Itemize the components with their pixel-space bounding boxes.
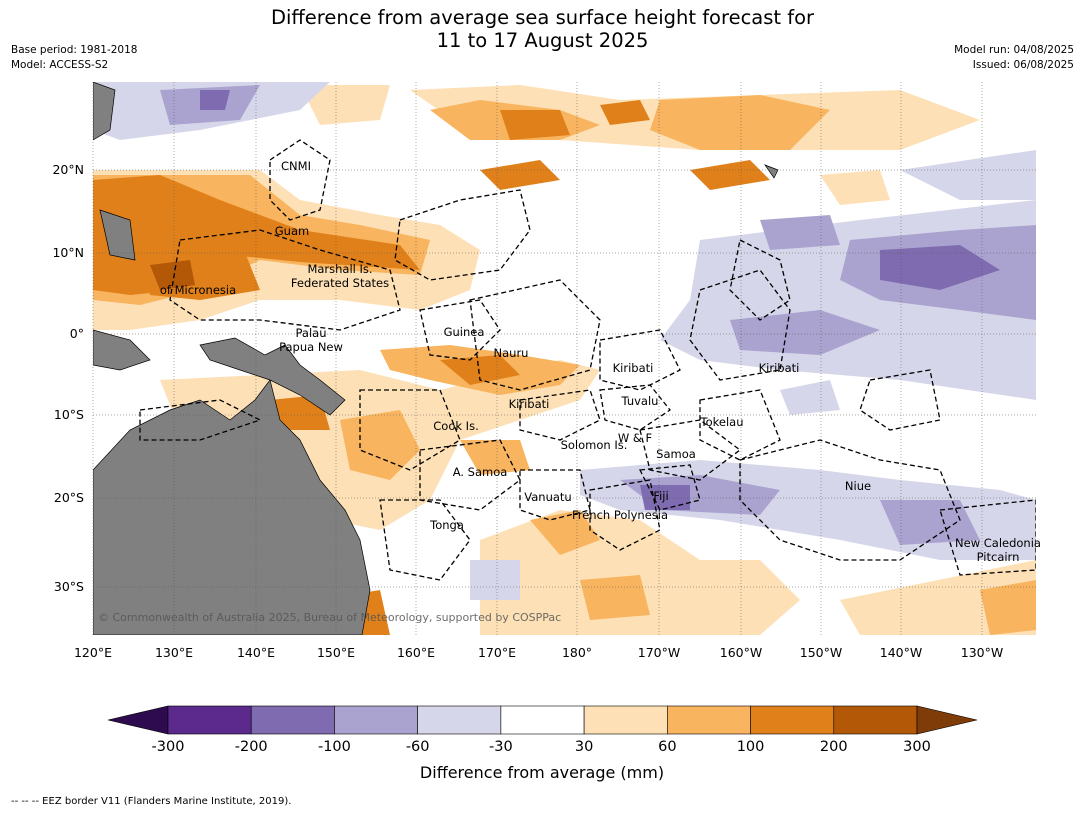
axis-labels: 120°E 130°E 140°E 150°E 160°E 170°E 180° 170°W 1… (52, 162, 1003, 660)
philippines-landmass (99, 209, 136, 261)
lon-tick-label: 150°E (317, 645, 355, 660)
colorbar-segment (500, 705, 585, 735)
lat-tick-label: 10°S (54, 407, 84, 422)
place-label: Kiribati (509, 397, 550, 411)
place-label: Papua New (279, 340, 343, 354)
base-period: Base period: 1981-2018 (11, 44, 138, 56)
title-line-2: 11 to 17 August 2025 (436, 29, 649, 52)
place-label: Tonga (429, 518, 464, 532)
place-label: Guinea (444, 325, 485, 339)
anomaly-minus100-200 (200, 90, 1000, 510)
new-guinea-landmass (199, 337, 346, 416)
lon-tick-label: 160°W (720, 645, 762, 660)
place-label: of Micronesia (160, 283, 236, 297)
colorbar-tick-label: 30 (575, 739, 593, 755)
lon-tick-label: 170°W (638, 645, 680, 660)
hawaii-landmass (764, 164, 779, 179)
place-label: Pitcairn (977, 550, 1020, 564)
lon-tick-label: 160°E (397, 645, 435, 660)
place-label: New Caledonia (955, 536, 1041, 550)
issued-date: Issued: 06/08/2025 (972, 59, 1074, 71)
model-name: Model: ACCESS-S2 (11, 59, 109, 71)
lon-tick-label: 120°E (74, 645, 112, 660)
lon-tick-label: 170°E (478, 645, 516, 660)
lat-tick-label: 10°N (52, 245, 84, 260)
place-label: Federated States (291, 276, 389, 290)
map-title: Difference from average sea surface heig… (0, 6, 1085, 52)
lat-tick-label: 0° (70, 326, 84, 341)
eez-borders (139, 139, 1036, 581)
colorbar-tick-label: 60 (658, 739, 676, 755)
model-run: Model run: 04/08/2025 (954, 44, 1074, 56)
run-info: Model run: 04/08/2025 Issued: 06/08/2025 (954, 43, 1074, 73)
place-label: Marshall Is. (307, 262, 372, 276)
place-label: Samoa (656, 447, 696, 461)
maritime-se-asia-landmass (93, 329, 151, 371)
colorbar-extend-high (916, 705, 978, 735)
place-labels: CNMI Guam Marshall Is.Federated States of M… (160, 159, 1041, 564)
graticule (92, 82, 1036, 635)
eez-source-note: -- -- -- EEZ border V11 (Flanders Marine… (11, 796, 292, 807)
colorbar-tick-label: -60 (406, 739, 430, 755)
place-label: French Polynesia (572, 508, 668, 522)
place-label: Guam (275, 224, 309, 238)
place-label: Solomon Is. (561, 438, 628, 452)
lat-tick-label: 30°S (54, 579, 84, 594)
place-label: W & F (618, 431, 652, 445)
copyright-notice: © Commonwealth of Australia 2025, Bureau… (98, 611, 561, 624)
colorbar-tick-label: 200 (820, 739, 848, 755)
colorbar-segment (167, 705, 252, 735)
lat-tick-label: 20°S (54, 490, 84, 505)
colorbar: -300 -200 -100 -60 -30 30 60 100 200 300 (107, 705, 978, 755)
colorbar-segment (417, 705, 502, 735)
colorbar-segment (667, 705, 751, 735)
colorbar-segment (833, 705, 918, 735)
title-line-1: Difference from average sea surface heig… (270, 6, 815, 29)
colorbar-tick-label: -100 (318, 739, 351, 755)
colorbar-extend-low (107, 705, 169, 735)
base-info: Base period: 1981-2018 Model: ACCESS-S2 (11, 43, 137, 73)
anomaly-200-300 (150, 260, 195, 290)
lon-tick-label: 140°W (880, 645, 922, 660)
colorbar-tick-label: -200 (235, 739, 268, 755)
place-label: Nauru (494, 346, 529, 360)
lon-tick-label: 130°W (961, 645, 1003, 660)
place-label: Kiribati (613, 361, 654, 375)
place-label: Kiribati (759, 361, 800, 375)
place-label: Cook Is. (433, 419, 478, 433)
colorbar-segment (334, 705, 418, 735)
colorbar-tick-label: -30 (489, 739, 513, 755)
colorbar-tick-label: 300 (903, 739, 931, 755)
place-label: A. Samoa (453, 465, 508, 479)
place-label: Tuvalu (621, 394, 659, 408)
colorbar-segment (750, 705, 835, 735)
lon-tick-label: 150°W (800, 645, 842, 660)
colorbar-label: Difference from average (mm) (420, 763, 664, 782)
place-label: Niue (845, 479, 871, 493)
lon-tick-label: 130°E (155, 645, 193, 660)
colorbar-segment (583, 705, 668, 735)
colorbar-tick-label: 100 (737, 739, 765, 755)
anomaly-field (93, 82, 1036, 635)
colorbar-tick-label: -300 (152, 739, 185, 755)
land-masses (93, 82, 779, 635)
place-label: CNMI (281, 159, 311, 173)
australia-landmass (93, 379, 371, 635)
place-label: Vanuatu (524, 490, 571, 504)
lat-tick-label: 20°N (52, 162, 84, 177)
east-asia-landmass (93, 82, 116, 141)
place-label: Palau (296, 326, 327, 340)
lon-tick-label: 140°E (237, 645, 275, 660)
place-label: Fiji (653, 489, 668, 503)
place-label: Tokelau (700, 415, 744, 429)
colorbar-segment (250, 705, 335, 735)
lon-tick-label: 180° (562, 645, 592, 660)
